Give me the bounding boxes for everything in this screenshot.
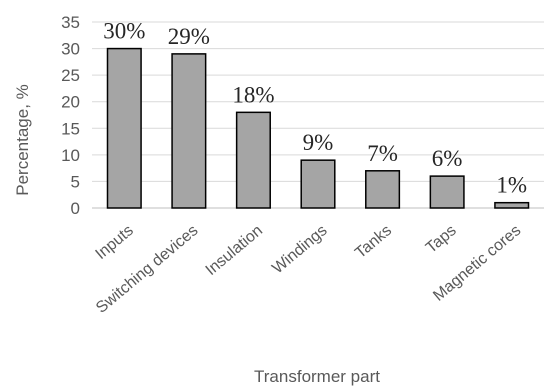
data-label: 9% xyxy=(303,130,334,155)
bar xyxy=(365,170,401,209)
data-label: 6% xyxy=(432,146,463,171)
bar xyxy=(300,159,336,209)
bar xyxy=(494,201,530,209)
bar xyxy=(429,175,465,209)
bars xyxy=(106,47,530,209)
x-tick-label: Inputs xyxy=(93,222,137,263)
data-labels: 30% 29% 18% 9% 7% 6% 1% xyxy=(103,19,527,198)
gridlines xyxy=(92,21,544,182)
y-tick-label: 30 xyxy=(61,40,80,59)
x-axis-title: Transformer part xyxy=(254,367,380,386)
x-tick-label: Insulation xyxy=(203,222,266,279)
y-axis-title: Percentage, % xyxy=(13,84,32,196)
y-tick-label: 25 xyxy=(61,66,80,85)
y-tick-label: 0 xyxy=(71,199,80,218)
data-label: 7% xyxy=(367,141,398,166)
bar xyxy=(106,47,142,209)
bar xyxy=(171,53,207,209)
y-tick-label: 5 xyxy=(71,172,80,191)
y-tick-label: 10 xyxy=(61,146,80,165)
bar xyxy=(235,111,271,209)
x-tick-label: Tanks xyxy=(352,222,395,262)
data-label: 29% xyxy=(168,24,210,49)
y-tick-label: 20 xyxy=(61,93,80,112)
data-label: 18% xyxy=(232,82,274,107)
y-tick-label: 15 xyxy=(61,119,80,138)
y-tick-label: 35 xyxy=(61,13,80,32)
data-label: 1% xyxy=(496,173,527,198)
x-tick-label: Taps xyxy=(423,222,460,257)
y-axis-ticks: 0 5 10 15 20 25 30 35 xyxy=(61,13,80,218)
data-label: 30% xyxy=(103,19,145,44)
x-tick-label: Windings xyxy=(269,222,330,277)
